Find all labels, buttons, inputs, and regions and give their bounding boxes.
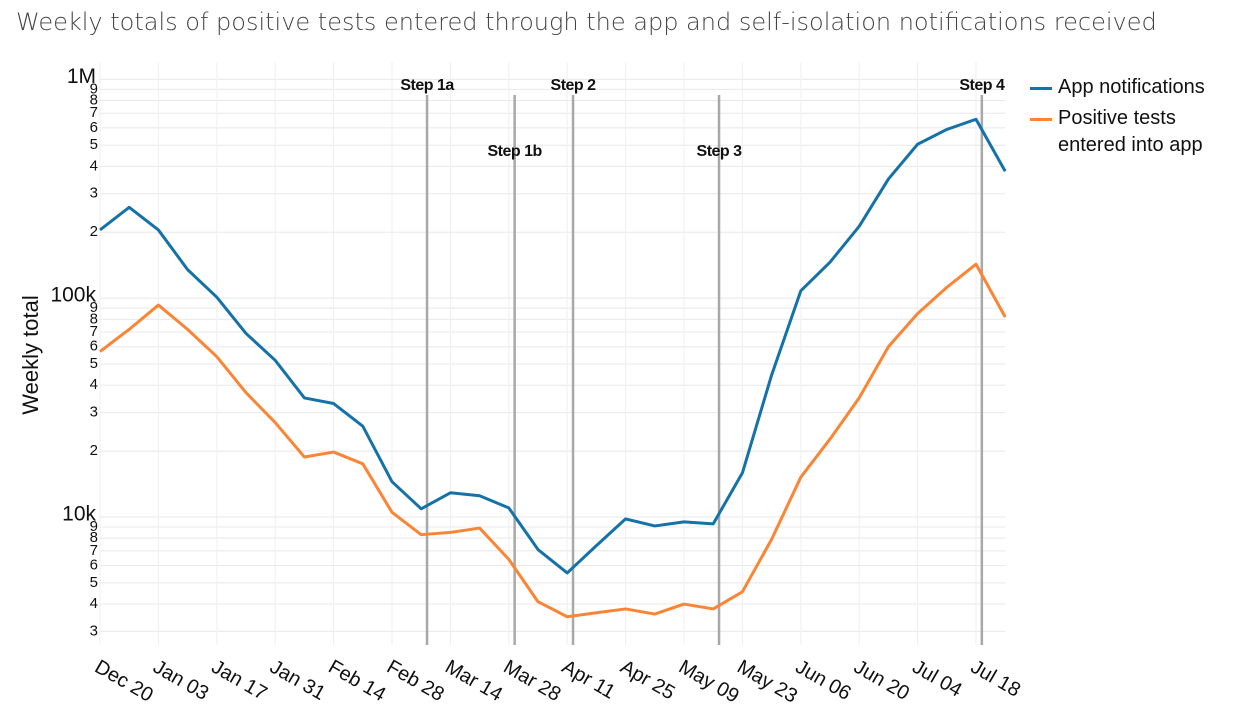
y-tick-label: 6 <box>90 119 98 136</box>
y-tick-label: 7 <box>90 323 98 340</box>
y-tick-label: 3 <box>90 185 98 202</box>
series-line <box>99 117 1007 575</box>
y-tick-label: 3 <box>90 622 98 639</box>
legend-swatch <box>1030 118 1052 121</box>
y-tick-label: 3 <box>90 404 98 421</box>
legend-label: App notifications <box>1058 76 1205 98</box>
y-tick-label: 4 <box>90 157 98 174</box>
step-label: Step 1b <box>487 143 542 160</box>
legend-item[interactable]: App notifications <box>1030 74 1240 101</box>
y-tick-label: 8 <box>90 310 98 327</box>
x-tick-label: Jul 04 <box>908 656 965 702</box>
y-tick-label: 9 <box>90 80 98 97</box>
x-tick-label: Feb 28 <box>383 656 448 706</box>
x-tick-label: Mar 28 <box>500 656 565 706</box>
step-label: Step 2 <box>551 77 597 94</box>
step-label: Step 4 <box>959 77 1005 94</box>
y-tick-label: 6 <box>90 556 98 573</box>
x-tick-label: Jul 18 <box>967 656 1024 702</box>
x-tick-label: May 23 <box>733 656 801 708</box>
step-label: Step 1a <box>400 77 454 94</box>
y-tick-label: 5 <box>90 574 98 591</box>
x-tick-label: Dec 20 <box>91 656 157 707</box>
y-tick-label: 5 <box>90 355 98 372</box>
y-tick-label: 4 <box>90 595 98 612</box>
y-tick-label: 4 <box>90 376 98 393</box>
legend-label: Positive tests entered into app <box>1058 107 1203 156</box>
y-tick-label: 10k <box>62 503 96 526</box>
series-line <box>99 262 1007 619</box>
x-tick-label: Feb 14 <box>324 656 389 706</box>
x-tick-label: Apr 11 <box>558 656 619 704</box>
y-tick-label: 9 <box>90 299 98 316</box>
x-tick-label: May 09 <box>675 656 743 708</box>
x-tick-label: Jun 06 <box>792 656 855 705</box>
y-tick-label: 9 <box>90 518 98 535</box>
y-tick-label: 5 <box>90 136 98 153</box>
step-label: Step 3 <box>697 143 743 160</box>
legend-swatch <box>1030 87 1052 90</box>
y-tick-label: 100k <box>50 284 96 307</box>
y-tick-label: 7 <box>90 104 98 121</box>
y-tick-label: 7 <box>90 542 98 559</box>
x-tick-label: Jun 20 <box>850 656 913 705</box>
y-tick-label: 2 <box>90 223 98 240</box>
x-tick-label: Mar 14 <box>441 656 506 706</box>
y-tick-label: 6 <box>90 338 98 355</box>
legend: App notifications Positive tests entered … <box>1030 74 1240 163</box>
x-tick-label: Jan 31 <box>266 656 329 705</box>
legend-item[interactable]: Positive tests entered into app <box>1030 105 1240 159</box>
chart-title: Weekly totals of positive tests entered … <box>16 8 1157 36</box>
y-axis-label: Weekly total <box>18 295 43 414</box>
y-tick-label: 8 <box>90 529 98 546</box>
y-tick-label: 1M <box>67 65 96 88</box>
x-tick-label: Apr 25 <box>616 656 678 705</box>
y-tick-label: 8 <box>90 92 98 109</box>
x-tick-label: Jan 03 <box>149 656 212 705</box>
x-tick-label: Jan 17 <box>208 656 271 705</box>
y-tick-label: 2 <box>90 442 98 459</box>
